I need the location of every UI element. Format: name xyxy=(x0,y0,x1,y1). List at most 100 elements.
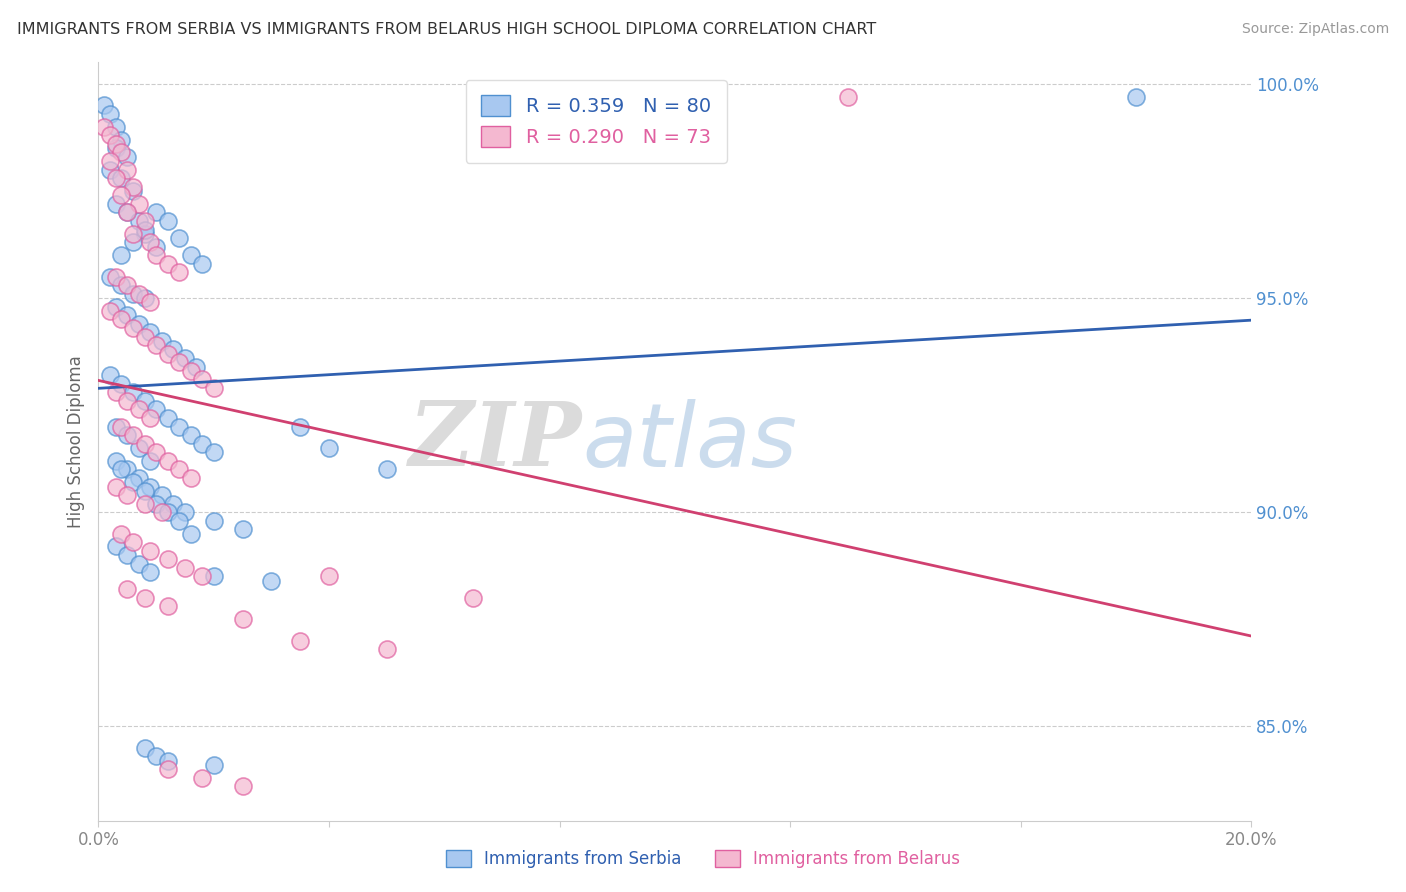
Point xyxy=(134,329,156,343)
Point xyxy=(167,514,190,528)
Point xyxy=(98,368,121,383)
Point xyxy=(156,552,179,566)
Point xyxy=(128,471,150,485)
Point xyxy=(128,317,150,331)
Point xyxy=(104,385,127,400)
Point xyxy=(104,540,127,554)
Point xyxy=(98,304,121,318)
Point xyxy=(231,522,254,536)
Point xyxy=(174,505,197,519)
Point xyxy=(110,171,132,186)
Point xyxy=(134,591,156,605)
Point xyxy=(375,462,398,476)
Point xyxy=(1125,89,1147,103)
Point xyxy=(156,762,179,776)
Point xyxy=(145,445,167,459)
Point xyxy=(117,428,139,442)
Point xyxy=(186,359,208,374)
Point xyxy=(134,740,156,755)
Point xyxy=(145,749,167,764)
Point xyxy=(110,278,132,293)
Point xyxy=(104,141,127,155)
Point xyxy=(134,291,156,305)
Point xyxy=(104,269,127,284)
Point xyxy=(104,136,127,151)
Legend: R = 0.359   N = 80, R = 0.290   N = 73: R = 0.359 N = 80, R = 0.290 N = 73 xyxy=(465,79,727,163)
Point xyxy=(110,248,132,262)
Point xyxy=(104,300,127,314)
Point xyxy=(318,569,340,583)
Point xyxy=(139,454,162,468)
Point xyxy=(290,419,312,434)
Point xyxy=(156,754,179,768)
Point xyxy=(139,565,162,579)
Point xyxy=(150,334,173,348)
Point xyxy=(145,338,167,352)
Point xyxy=(93,98,115,112)
Point xyxy=(117,278,139,293)
Point xyxy=(122,179,145,194)
Point xyxy=(167,462,190,476)
Point xyxy=(191,569,214,583)
Point xyxy=(93,120,115,134)
Point xyxy=(231,612,254,626)
Point xyxy=(134,393,156,408)
Point xyxy=(134,483,156,498)
Point xyxy=(128,557,150,571)
Point xyxy=(122,535,145,549)
Text: ZIP: ZIP xyxy=(409,399,582,484)
Point xyxy=(117,582,139,597)
Point xyxy=(98,153,121,168)
Point xyxy=(98,269,121,284)
Point xyxy=(122,184,145,198)
Text: Source: ZipAtlas.com: Source: ZipAtlas.com xyxy=(1241,22,1389,37)
Point xyxy=(122,385,145,400)
Point xyxy=(260,574,283,588)
Point xyxy=(375,642,398,657)
Point xyxy=(156,347,179,361)
Point xyxy=(139,295,162,310)
Point xyxy=(180,471,202,485)
Point xyxy=(139,411,162,425)
Point xyxy=(180,526,202,541)
Point xyxy=(104,171,127,186)
Point xyxy=(104,479,127,493)
Point xyxy=(318,441,340,455)
Point xyxy=(128,214,150,228)
Point xyxy=(110,145,132,160)
Point xyxy=(134,222,156,236)
Point xyxy=(117,308,139,322)
Point xyxy=(110,188,132,202)
Y-axis label: High School Diploma: High School Diploma xyxy=(66,355,84,528)
Point xyxy=(110,132,132,146)
Point xyxy=(117,488,139,502)
Point xyxy=(150,488,173,502)
Point xyxy=(191,257,214,271)
Point xyxy=(145,248,167,262)
Point xyxy=(191,372,214,386)
Point xyxy=(110,526,132,541)
Legend: Immigrants from Serbia, Immigrants from Belarus: Immigrants from Serbia, Immigrants from … xyxy=(439,843,967,875)
Point xyxy=(156,411,179,425)
Point xyxy=(202,569,225,583)
Point xyxy=(202,758,225,772)
Point xyxy=(128,402,150,417)
Point xyxy=(191,771,214,785)
Point xyxy=(290,633,312,648)
Point xyxy=(122,475,145,490)
Point xyxy=(104,120,127,134)
Point xyxy=(98,107,121,121)
Point xyxy=(167,231,190,245)
Point xyxy=(128,441,150,455)
Point xyxy=(202,381,225,395)
Point xyxy=(122,227,145,241)
Point xyxy=(122,235,145,250)
Point xyxy=(162,343,184,357)
Point xyxy=(150,505,173,519)
Point xyxy=(174,561,197,575)
Point xyxy=(122,286,145,301)
Point xyxy=(110,462,132,476)
Point xyxy=(145,402,167,417)
Point xyxy=(156,505,179,519)
Point xyxy=(156,454,179,468)
